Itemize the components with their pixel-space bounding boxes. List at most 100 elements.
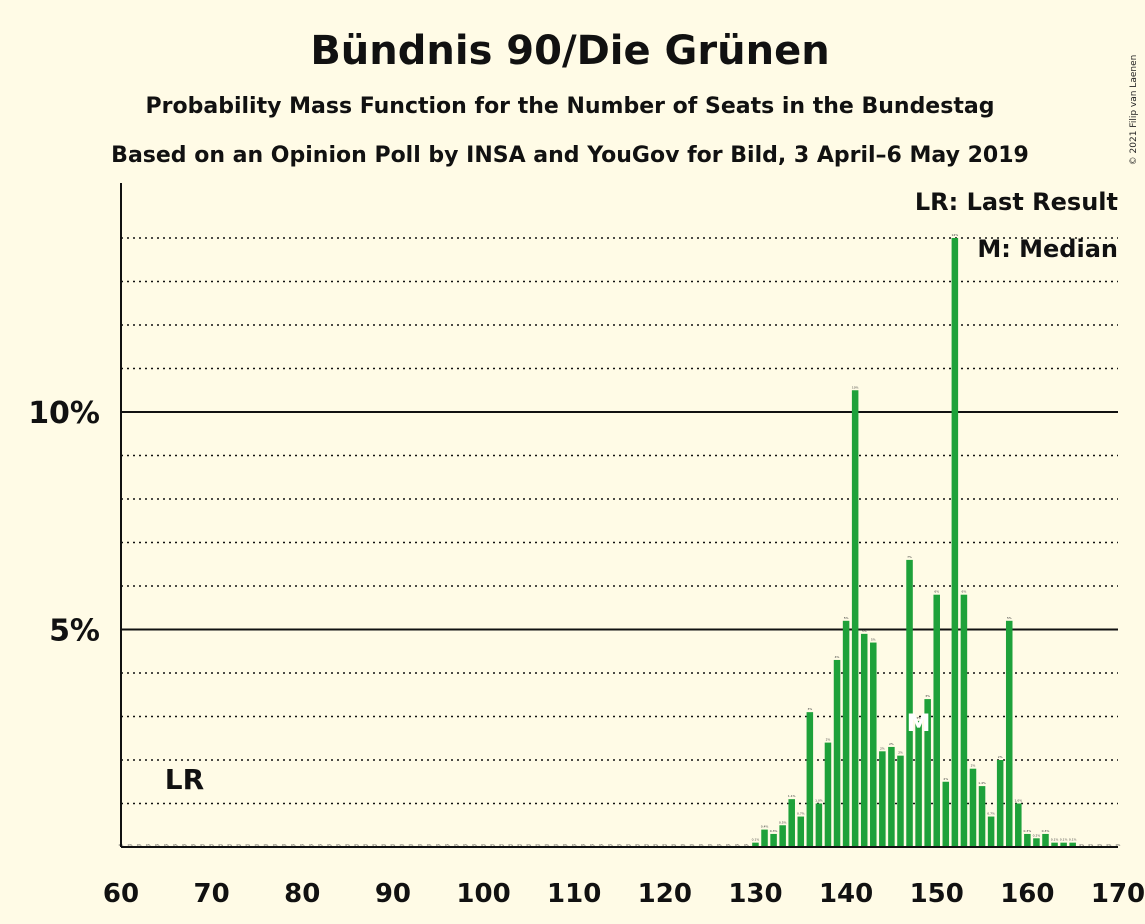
zero-label-seat-71: 0% bbox=[218, 843, 223, 847]
bar-label-seat-137: 1.0% bbox=[815, 799, 823, 803]
zero-label-seat-81: 0% bbox=[309, 843, 314, 847]
zero-label-seat-103: 0% bbox=[508, 843, 513, 847]
bar-seat-146 bbox=[897, 755, 904, 847]
x-tick-90: 90 bbox=[375, 879, 411, 909]
axes bbox=[120, 183, 1118, 848]
zero-label-seat-121: 0% bbox=[671, 843, 676, 847]
bar-label-seat-142: 5% bbox=[862, 629, 867, 633]
bar-label-seat-156: 0.7% bbox=[987, 812, 995, 816]
zero-label-seat-64: 0% bbox=[155, 843, 160, 847]
bar-seat-138 bbox=[824, 742, 832, 847]
zero-label-seat-92: 0% bbox=[409, 843, 414, 847]
zero-label-seat-127: 0% bbox=[726, 843, 731, 847]
bar-label-seat-162: 0.3% bbox=[1042, 829, 1050, 833]
zero-label-seat-120: 0% bbox=[662, 843, 667, 847]
bar-label-seat-135: 0.7% bbox=[797, 812, 805, 816]
zero-label-seat-63: 0% bbox=[146, 843, 151, 847]
zero-label-seat-169: 0% bbox=[1107, 843, 1112, 847]
median-marker: M bbox=[907, 709, 931, 737]
bar-seat-132 bbox=[770, 833, 777, 847]
zero-label-seat-80: 0% bbox=[300, 843, 305, 847]
bar-label-seat-143: 5% bbox=[871, 638, 876, 642]
bar-seat-145 bbox=[888, 746, 895, 847]
zero-label-seat-97: 0% bbox=[454, 843, 459, 847]
zero-label-seat-101: 0% bbox=[490, 843, 495, 847]
bar-label-seat-150: 6% bbox=[934, 590, 939, 594]
bar-label-seat-146: 2% bbox=[898, 751, 903, 755]
x-tick-170: 170 bbox=[1091, 879, 1145, 909]
zero-label-seat-105: 0% bbox=[526, 843, 531, 847]
bar-seat-149 bbox=[924, 699, 931, 847]
zero-label-seat-75: 0% bbox=[255, 843, 260, 847]
bar-seat-151 bbox=[942, 781, 950, 847]
zero-label-seat-119: 0% bbox=[653, 843, 658, 847]
bar-seat-134 bbox=[788, 799, 795, 847]
bar-seat-130 bbox=[752, 842, 759, 847]
bar-seat-159 bbox=[1015, 803, 1022, 847]
zero-label-seat-95: 0% bbox=[436, 843, 441, 847]
x-tick-150: 150 bbox=[910, 879, 964, 909]
bar-seat-155 bbox=[978, 786, 986, 847]
bar-label-seat-134: 1.1% bbox=[788, 794, 796, 798]
zero-label-seat-122: 0% bbox=[681, 843, 686, 847]
zero-label-seat-113: 0% bbox=[599, 843, 604, 847]
zero-label-seat-73: 0% bbox=[236, 843, 241, 847]
zero-label-seat-112: 0% bbox=[590, 843, 595, 847]
copyright-notice: © 2021 Filip van Laenen bbox=[1129, 55, 1139, 166]
zero-label-seat-108: 0% bbox=[554, 843, 559, 847]
zero-label-seat-69: 0% bbox=[200, 843, 205, 847]
zero-label-seat-107: 0% bbox=[545, 843, 550, 847]
zero-label-seat-82: 0% bbox=[318, 843, 323, 847]
zero-label-seat-62: 0% bbox=[137, 843, 142, 847]
bar-label-seat-151: 2% bbox=[943, 777, 948, 781]
bar-seat-161 bbox=[1033, 838, 1040, 847]
bar-seat-140 bbox=[842, 620, 850, 847]
bar-seat-157 bbox=[996, 760, 1004, 847]
bar-seat-133 bbox=[779, 825, 786, 847]
zero-label-seat-99: 0% bbox=[472, 843, 477, 847]
bar-seat-150 bbox=[933, 594, 940, 847]
bar-label-seat-159: 1.0% bbox=[1014, 799, 1022, 803]
x-tick-130: 130 bbox=[728, 879, 782, 909]
bar-label-seat-161: 0.2% bbox=[1033, 833, 1041, 837]
zero-label-seat-124: 0% bbox=[699, 843, 704, 847]
zero-label-seat-70: 0% bbox=[209, 843, 214, 847]
bar-seat-158 bbox=[1005, 620, 1013, 847]
zero-label-seat-87: 0% bbox=[363, 843, 368, 847]
bar-seat-131 bbox=[761, 829, 768, 847]
x-tick-110: 110 bbox=[547, 879, 601, 909]
bar-seat-160 bbox=[1024, 833, 1031, 847]
zero-label-seat-166: 0% bbox=[1079, 843, 1084, 847]
legend-median: M: Median bbox=[977, 235, 1118, 263]
bar-label-seat-132: 0.3% bbox=[770, 829, 778, 833]
zero-label-seat-86: 0% bbox=[354, 843, 359, 847]
bar-label-seat-139: 4% bbox=[835, 655, 840, 659]
bar-seat-136 bbox=[806, 712, 814, 847]
last-result-marker: LR bbox=[165, 763, 204, 796]
zero-label-seat-74: 0% bbox=[246, 843, 251, 847]
zero-label-seat-78: 0% bbox=[282, 843, 287, 847]
zero-label-seat-109: 0% bbox=[563, 843, 568, 847]
zero-label-seat-102: 0% bbox=[499, 843, 504, 847]
bar-label-seat-155: 1.4% bbox=[978, 781, 986, 785]
zero-label-seat-77: 0% bbox=[273, 843, 278, 847]
markers: LR M bbox=[165, 709, 931, 796]
zero-label-seat-66: 0% bbox=[173, 843, 178, 847]
bar-labels: 0.1%0.4%0.3%0.5%1.1%0.7%3%1.0%2%4%5%10%5… bbox=[752, 233, 1077, 842]
bar-seat-154 bbox=[969, 768, 977, 847]
zero-label-seat-118: 0% bbox=[644, 843, 649, 847]
zero-label-seat-79: 0% bbox=[291, 843, 296, 847]
zero-label-seat-168: 0% bbox=[1097, 843, 1102, 847]
zero-label-seat-111: 0% bbox=[581, 843, 586, 847]
bar-seat-165 bbox=[1069, 842, 1076, 847]
bars bbox=[752, 238, 1076, 847]
bar-label-seat-154: 2% bbox=[971, 764, 976, 768]
zero-labels: 0% 0% 0% 0% 0% 0% 0% 0% 0% 0% 0% 0% 0% 0% 0% 0% 0% 0% 0% 0%… bbox=[119, 843, 1121, 847]
bar-label-seat-153: 6% bbox=[962, 590, 967, 594]
bar-label-seat-152: 14% bbox=[952, 233, 959, 237]
bar-seat-135 bbox=[797, 816, 805, 847]
zero-label-seat-89: 0% bbox=[381, 843, 386, 847]
zero-label-seat-72: 0% bbox=[227, 843, 232, 847]
chart-subtitle: Probability Mass Function for the Number… bbox=[146, 94, 995, 119]
